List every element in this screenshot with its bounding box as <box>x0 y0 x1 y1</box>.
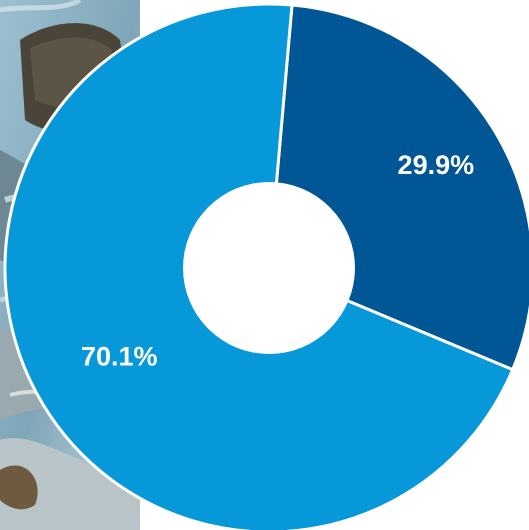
slice-label-1: 29.9% <box>398 150 475 180</box>
donut-hole <box>183 182 355 354</box>
slice-label-2: 70.1% <box>81 342 158 372</box>
labels-layer: 29.9% 70.1% <box>81 150 474 372</box>
